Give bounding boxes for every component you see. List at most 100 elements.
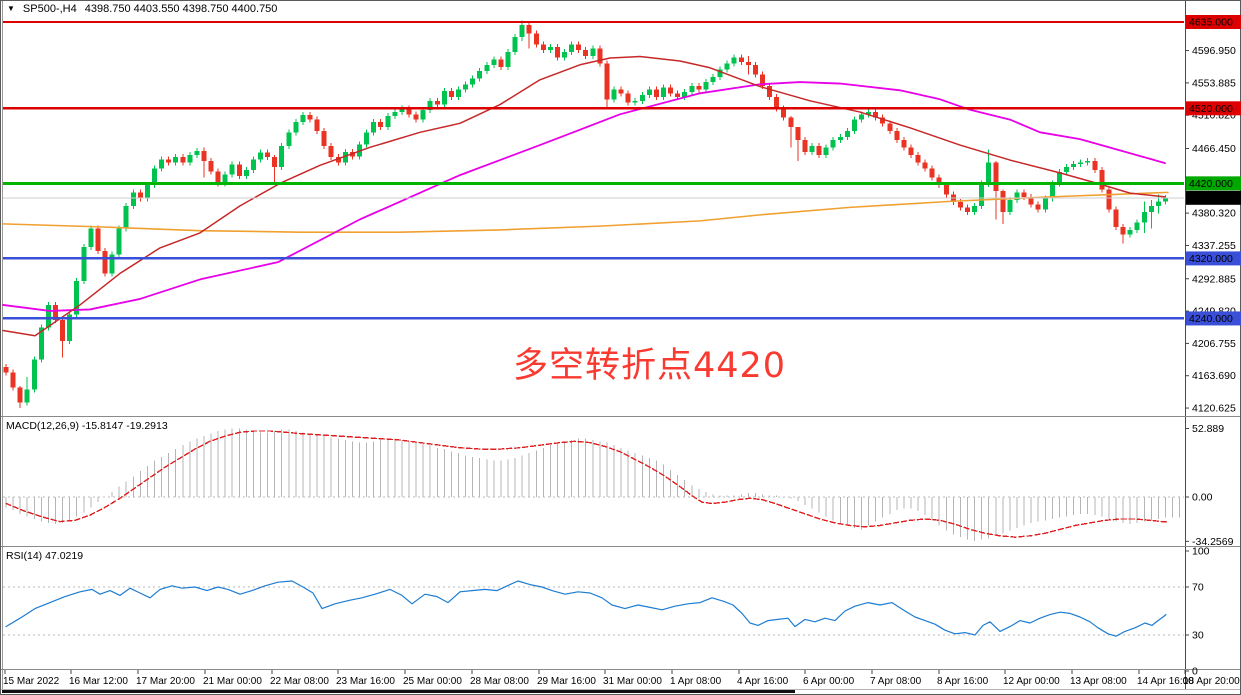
candle-body (795, 127, 801, 140)
candle-body (1000, 190, 1006, 212)
candle-body (335, 157, 341, 163)
candle-body (915, 154, 921, 163)
rsi-line (5, 580, 1167, 637)
candle-body (286, 132, 292, 146)
candle-body (1049, 183, 1055, 199)
candle-body (866, 112, 872, 115)
macd-axis-label: 52.889 (1192, 423, 1224, 435)
candle-body (484, 64, 490, 71)
candle-body (201, 151, 207, 161)
candle-body (759, 74, 765, 86)
candle-body (1064, 166, 1069, 173)
candle-body (816, 145, 822, 155)
candle-body (74, 280, 80, 315)
candle-body (342, 151, 348, 163)
candle-body (597, 48, 603, 64)
candle-body (434, 100, 440, 105)
candle-body (929, 168, 935, 178)
time-axis-label: 18 Apr 20:00 (1183, 676, 1240, 687)
candle-body (413, 114, 419, 120)
rsi-axis-label: 30 (1192, 630, 1204, 642)
price-badge (1186, 101, 1241, 116)
candle-body (979, 183, 985, 206)
time-axis-label: 29 Mar 16:00 (537, 676, 596, 687)
candle-body (1092, 160, 1098, 170)
candle-body (31, 359, 37, 390)
candle-body (1042, 198, 1048, 210)
candle-body (300, 115, 306, 122)
indicator-levels (3, 496, 1184, 636)
candle-body (123, 205, 129, 229)
candle-body (222, 174, 228, 184)
candle-body (887, 123, 893, 131)
candle-body (265, 152, 271, 158)
candle-body (81, 247, 87, 281)
candle-body (717, 69, 723, 77)
price-badge (1186, 311, 1241, 326)
candle-body (448, 91, 454, 98)
candle-body (187, 154, 193, 163)
h-scrollbar-thumb[interactable] (2, 690, 795, 693)
price-tick-label: 4206.755 (1192, 338, 1236, 350)
candle-body (455, 89, 461, 98)
candle-body (710, 76, 716, 83)
ma-slow-orange (2, 191, 1169, 233)
candle-body (993, 162, 999, 191)
candle-body (38, 327, 44, 360)
time-axis-label: 12 Apr 00:00 (1003, 676, 1060, 687)
candle-body (965, 207, 971, 212)
candle-body (823, 147, 829, 155)
candle-body (604, 63, 610, 100)
candle-body (1148, 205, 1154, 212)
candle-body (873, 112, 879, 118)
candle-body (1106, 189, 1112, 210)
candle-body (901, 139, 907, 148)
time-axis-label: 1 Apr 08:00 (670, 676, 722, 687)
candle-body (724, 63, 730, 70)
time-axis: 15 Mar 2022 16 Mar 12:00 17 Mar 20:00 21 Ma… (3, 670, 1240, 687)
candle-body (689, 85, 695, 92)
rsi-axis-label: 70 (1192, 582, 1204, 594)
candle-body (696, 85, 702, 90)
symbol-dropdown-icon[interactable]: ▼ (7, 4, 15, 13)
candle-body (67, 314, 73, 341)
candle-body (17, 387, 23, 403)
time-axis-label: 22 Mar 08:00 (270, 676, 329, 687)
candle-body (908, 147, 914, 155)
annotation-text: 多空转折点4420 (513, 346, 787, 386)
candle-body (258, 152, 264, 160)
candle-body (441, 91, 447, 105)
chart-header: ▼ SP500-,H4 4398.750 4403.550 4398.750 4… (7, 3, 277, 15)
time-axis-label: 23 Mar 16:00 (336, 676, 395, 687)
candle-body (45, 304, 51, 328)
candle-body (1056, 172, 1062, 184)
macd-panel (5, 428, 1181, 542)
candle-body (957, 202, 963, 208)
candle-body (272, 157, 278, 167)
candle-body (1071, 163, 1077, 167)
candle-body (880, 117, 886, 124)
candle-body (625, 93, 631, 103)
time-axis-label: 28 Mar 08:00 (470, 676, 529, 687)
price-badge-label: 4320.000 (1189, 253, 1233, 265)
candle-body (936, 177, 942, 185)
candle-body (639, 94, 645, 101)
macd-axis-label: 0.00 (1192, 492, 1213, 504)
candle-body (477, 70, 483, 79)
candle-body (250, 159, 256, 170)
candle-body (512, 37, 518, 53)
candle-body (3, 367, 9, 373)
time-axis-label: 14 Apr 16:00 (1137, 676, 1194, 687)
candle-body (1099, 169, 1105, 190)
symbol-period-label: SP500-,H4 (22, 3, 77, 15)
price-badge (1186, 176, 1241, 191)
candle-body (144, 184, 150, 199)
candle-body (1120, 226, 1126, 235)
candle-body (943, 184, 949, 195)
time-axis-label: 6 Apr 00:00 (803, 676, 855, 687)
candle-body (215, 171, 221, 184)
rsi-panel (5, 580, 1167, 637)
candle-body (830, 139, 836, 148)
